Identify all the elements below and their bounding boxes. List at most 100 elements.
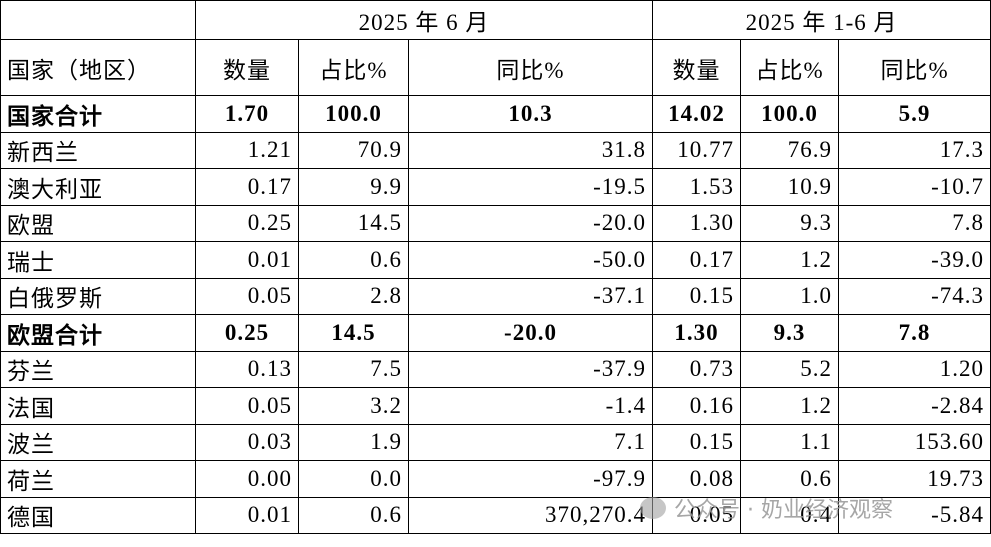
- table-row: 欧盟合计 0.25 14.5 -20.0 1.30 9.3 7.8: [0, 314, 991, 352]
- table-row: 波兰 0.03 1.9 7.1 0.15 1.1 153.60: [0, 423, 991, 461]
- table-cell: 1.2: [740, 387, 840, 425]
- row-label: 欧盟: [0, 204, 196, 242]
- table-cell: 0.00: [195, 460, 299, 498]
- column-header: 占比%: [298, 39, 409, 96]
- table-cell: -37.9: [407, 350, 654, 388]
- table-cell: 1.1: [740, 423, 840, 461]
- watermark-text: 公众号 · 奶业经济观察: [674, 498, 893, 523]
- table-cell: 9.3: [740, 314, 840, 352]
- table-row: 法国 0.05 3.2 -1.4 0.16 1.2 -2.84: [0, 387, 991, 425]
- table-cell: 0.6: [298, 496, 409, 534]
- table-cell: 76.9: [740, 131, 840, 169]
- table-cell: 100.0: [740, 95, 840, 133]
- table-cell: 1.21: [195, 131, 299, 169]
- table-row: 澳大利亚 0.17 9.9 -19.5 1.53 10.9 -10.7: [0, 168, 991, 206]
- table-cell: 1.70: [195, 95, 299, 133]
- table-cell: 1.30: [652, 204, 742, 242]
- table-cell: 2.8: [298, 277, 409, 315]
- table-cell: 31.8: [407, 131, 654, 169]
- group-header: 2025 年 6 月: [194, 0, 654, 40]
- table-cell: 0.17: [652, 241, 742, 279]
- table-cell: 9.3: [740, 204, 840, 242]
- row-label: 白俄罗斯: [0, 277, 196, 315]
- column-header: 数量: [652, 39, 742, 96]
- table-cell: -74.3: [838, 277, 991, 315]
- header-row: 国家（地区） 数量 占比% 同比% 数量 占比% 同比%: [0, 39, 991, 96]
- table-cell: -20.0: [407, 204, 654, 242]
- table-cell: -2.84: [838, 387, 991, 425]
- table-cell: 0.15: [652, 423, 742, 461]
- group-header: 2025 年 1-6 月: [652, 0, 991, 40]
- table-cell: 0.4: [740, 496, 840, 534]
- table-row: 新西兰 1.21 70.9 31.8 10.77 76.9 17.3: [0, 131, 991, 169]
- table-cell: 7.8: [838, 204, 991, 242]
- column-header: 占比%: [740, 39, 840, 96]
- table-cell: 7.8: [838, 314, 991, 352]
- table-cell: 0.03: [195, 423, 299, 461]
- column-header: 国家（地区）: [0, 39, 196, 96]
- row-label: 法国: [0, 387, 196, 425]
- table-cell: 0.6: [740, 460, 840, 498]
- table-cell: -19.5: [407, 168, 654, 206]
- table-cell: 153.60: [838, 423, 991, 461]
- table-cell: 10.9: [740, 168, 840, 206]
- table-cell: 0.6: [298, 241, 409, 279]
- table-cell: 0.73: [652, 350, 742, 388]
- table-cell: 14.5: [298, 314, 409, 352]
- table-cell: 1.30: [652, 314, 742, 352]
- row-label: 芬兰: [0, 350, 196, 388]
- table-cell: 10.3: [407, 95, 654, 133]
- table-cell: 0.05: [195, 387, 299, 425]
- table-cell: 0.13: [195, 350, 299, 388]
- table-body: 2025 年 6 月 2025 年 1-6 月 国家（地区） 数量 占比% 同比% 数量…: [0, 0, 991, 534]
- table-cell: -39.0: [838, 241, 991, 279]
- table-cell: -1.4: [407, 387, 654, 425]
- table-cell: 1.53: [652, 168, 742, 206]
- table-cell: -20.0: [407, 314, 654, 352]
- table-cell: 1.0: [740, 277, 840, 315]
- table-cell: -5.84: [838, 496, 991, 534]
- table-row: 白俄罗斯 0.05 2.8 -37.1 0.15 1.0 -74.3: [0, 277, 991, 315]
- header-row: 2025 年 6 月 2025 年 1-6 月: [0, 0, 991, 40]
- table-cell: 0.0: [298, 460, 409, 498]
- table-cell: 0.01: [195, 241, 299, 279]
- table-cell: 0.25: [195, 204, 299, 242]
- table-cell: 0.01: [195, 496, 299, 534]
- table-cell: 10.77: [652, 131, 742, 169]
- table-cell: 1.9: [298, 423, 409, 461]
- table-row: 国家合计 1.70 100.0 10.3 14.02 100.0 5.9: [0, 95, 991, 133]
- table-cell: 9.9: [298, 168, 409, 206]
- table-cell: 3.2: [298, 387, 409, 425]
- table-row: 德国 0.01 0.6 370,270.4 0.05 0.4 -5.84: [0, 496, 991, 534]
- row-label: 德国: [0, 496, 196, 534]
- table-row: 瑞士 0.01 0.6 -50.0 0.17 1.2 -39.0: [0, 241, 991, 279]
- table-cell: -37.1: [407, 277, 654, 315]
- table-cell: -97.9: [407, 460, 654, 498]
- row-label: 澳大利亚: [0, 168, 196, 206]
- table-cell: 0.25: [195, 314, 299, 352]
- table-row: 芬兰 0.13 7.5 -37.9 0.73 5.2 1.20: [0, 350, 991, 388]
- row-label: 国家合计: [0, 95, 196, 133]
- table-cell: 0.17: [195, 168, 299, 206]
- column-header: 同比%: [407, 39, 654, 96]
- row-label: 欧盟合计: [0, 314, 196, 352]
- table-cell: 0.05: [652, 496, 742, 534]
- table-cell: -10.7: [838, 168, 991, 206]
- table-cell: 0.05: [195, 277, 299, 315]
- column-header: 同比%: [838, 39, 991, 96]
- table-cell: 14.02: [652, 95, 742, 133]
- table-cell: -50.0: [407, 241, 654, 279]
- row-label: 荷兰: [0, 460, 196, 498]
- table-cell: 1.20: [838, 350, 991, 388]
- table-row: 欧盟 0.25 14.5 -20.0 1.30 9.3 7.8: [0, 204, 991, 242]
- row-label: 新西兰: [0, 131, 196, 169]
- table-cell: 5.9: [838, 95, 991, 133]
- table-cell: 17.3: [838, 131, 991, 169]
- table-cell: 0.15: [652, 277, 742, 315]
- table-cell: 0.16: [652, 387, 742, 425]
- table-cell: 370,270.4: [407, 496, 654, 534]
- header-cell: [0, 0, 196, 40]
- watermark-icon: [640, 497, 666, 519]
- row-label: 瑞士: [0, 241, 196, 279]
